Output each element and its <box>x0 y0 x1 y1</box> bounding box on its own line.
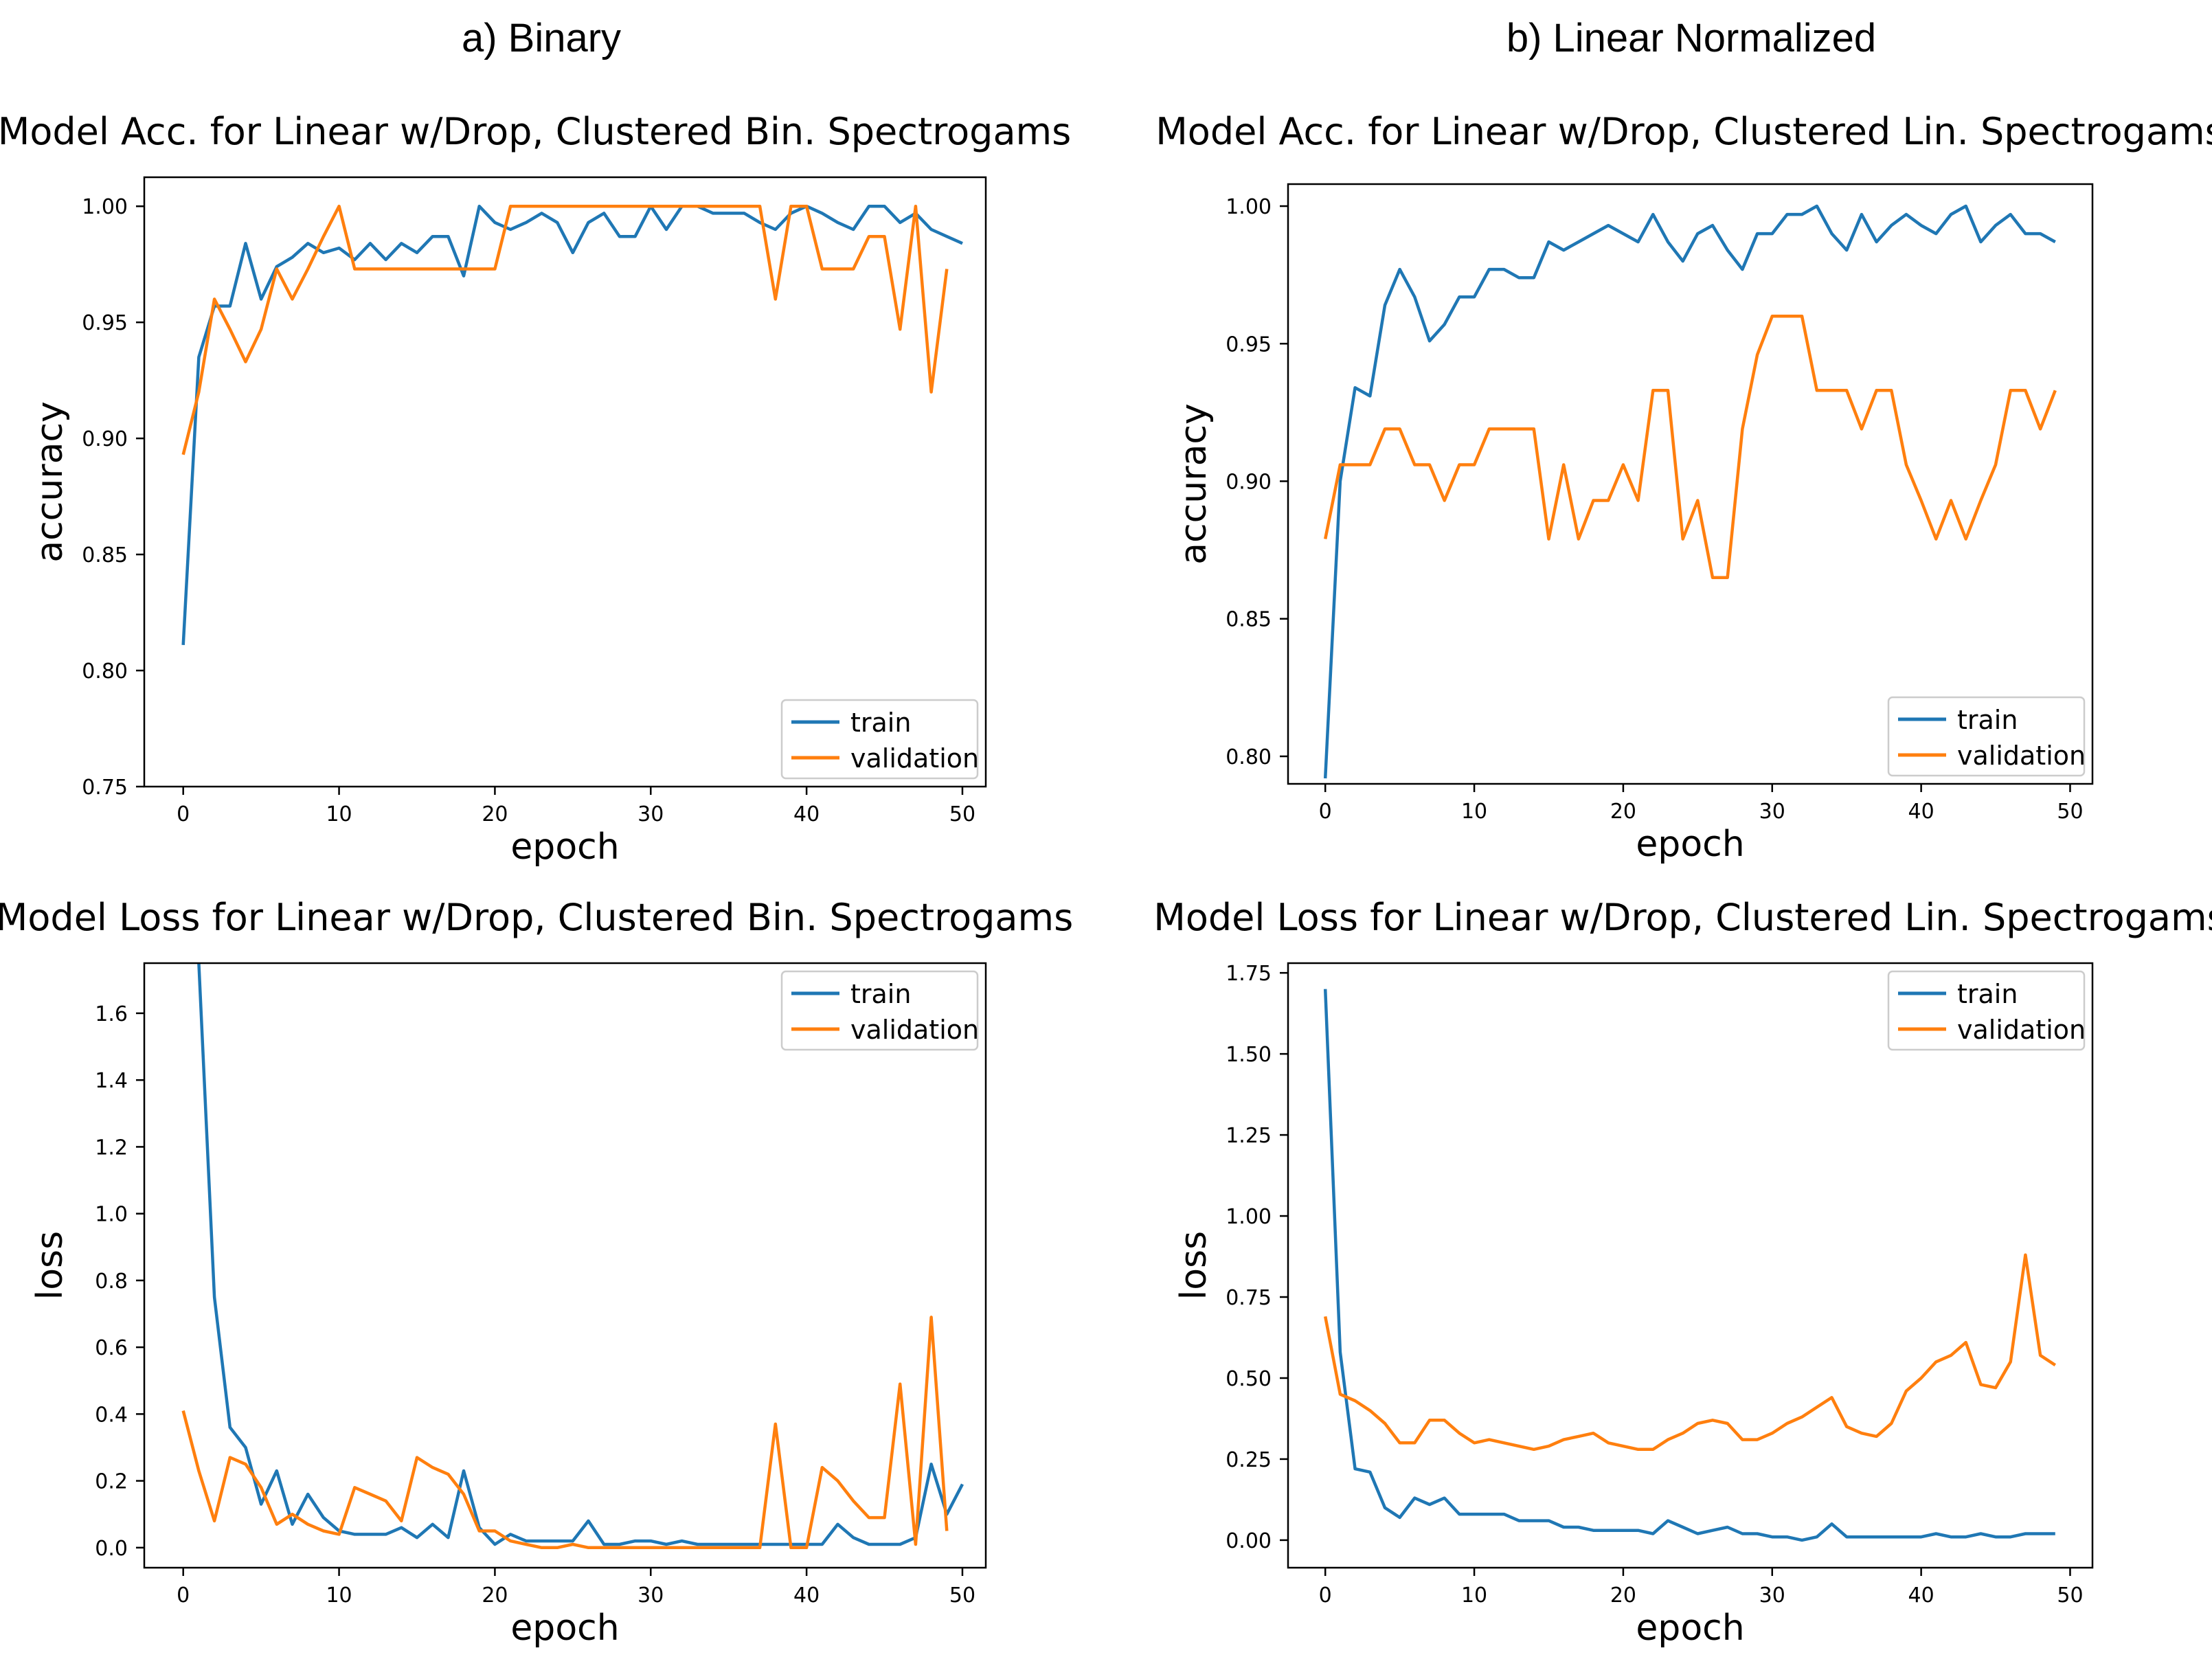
loss-lin-ytick-label: 1.25 <box>1226 1124 1272 1148</box>
loss-bin-ytick-label: 0.6 <box>95 1336 128 1360</box>
acc-lin-ytick-label: 1.00 <box>1226 195 1272 219</box>
acc-bin-series-train <box>181 204 963 646</box>
loss-bin-ytick-label: 1.2 <box>95 1136 128 1160</box>
loss-lin-ylabel: loss <box>1173 1231 1215 1300</box>
loss-lin-title: Model Loss for Linear w/Drop, Clustered … <box>1153 896 2212 939</box>
acc-lin-ytick-label: 0.80 <box>1226 745 1272 769</box>
acc-lin-ytick-label: 0.85 <box>1226 608 1272 632</box>
loss-lin-ytick-label: 1.50 <box>1226 1043 1272 1067</box>
acc-bin-legend-label-validation: validation <box>850 743 979 774</box>
loss-bin-xlabel: epoch <box>510 1608 619 1649</box>
loss-bin-legend-label-train: train <box>850 979 911 1009</box>
loss-bin-axes-frame <box>143 962 987 1569</box>
loss-bin-ytick-label: 0.4 <box>95 1403 128 1427</box>
acc-lin-series-validation <box>1323 314 2057 579</box>
acc-bin-ylabel: accuracy <box>30 401 71 563</box>
loss-lin-axes-frame <box>1287 962 2094 1569</box>
loss-bin-xtick-label: 30 <box>637 1583 664 1608</box>
acc-lin-xtick-label: 20 <box>1610 800 1636 824</box>
acc-bin-xtick-label: 50 <box>949 802 975 826</box>
loss-bin-ytick-label: 0.0 <box>95 1537 128 1561</box>
acc-lin-xtick-label: 30 <box>1759 800 1785 824</box>
acc-bin-ytick-label: 0.75 <box>82 776 128 800</box>
acc-bin-ytick-label: 0.90 <box>82 427 128 451</box>
loss-bin-ytick-label: 0.8 <box>95 1270 128 1294</box>
loss-lin-ytick-label: 1.75 <box>1226 962 1272 986</box>
column-label-linear-normalized: b) Linear Normalized <box>1506 16 1877 60</box>
loss-lin-xtick-label: 40 <box>1908 1583 1934 1608</box>
acc-lin-title: Model Acc. for Linear w/Drop, Clustered … <box>1155 110 2212 153</box>
loss-bin-series-train <box>197 962 964 1546</box>
acc-bin-xlabel: epoch <box>510 826 619 868</box>
acc-lin-ylabel: accuracy <box>1173 403 1215 565</box>
loss-bin-title: Model Loss for Linear w/Drop, Clustered … <box>0 896 1073 939</box>
acc-bin-series-validation <box>181 204 949 455</box>
acc-bin-xtick-label: 10 <box>326 802 352 826</box>
acc-lin-ytick-label: 0.90 <box>1226 470 1272 494</box>
loss-lin-xtick-label: 30 <box>1759 1583 1785 1608</box>
loss-lin-xtick-label: 0 <box>1319 1583 1332 1608</box>
loss-lin-ytick-label: 1.00 <box>1226 1205 1272 1229</box>
loss-lin-legend-label-validation: validation <box>1957 1015 2086 1045</box>
loss-bin-ylabel: loss <box>30 1231 71 1300</box>
loss-lin-xtick-label: 10 <box>1461 1583 1487 1608</box>
acc-lin-xtick-label: 10 <box>1461 800 1487 824</box>
loss-lin-legend-label-train: train <box>1957 979 2018 1009</box>
loss-bin-ytick-label: 1.4 <box>95 1069 128 1093</box>
acc-lin-ytick-label: 0.95 <box>1226 332 1272 357</box>
loss-lin-ytick-label: 0.50 <box>1226 1367 1272 1391</box>
loss-lin-xtick-label: 20 <box>1610 1583 1636 1608</box>
acc-bin-xtick-label: 30 <box>637 802 664 826</box>
acc-lin-xlabel: epoch <box>1636 824 1744 865</box>
acc-lin-xtick-label: 40 <box>1908 800 1934 824</box>
acc-lin-axes-frame <box>1287 183 2094 785</box>
loss-bin-xtick-label: 40 <box>793 1583 820 1608</box>
loss-bin-xtick-label: 10 <box>326 1583 352 1608</box>
acc-bin-xtick-label: 0 <box>177 802 190 826</box>
loss-bin-xtick-label: 50 <box>949 1583 975 1608</box>
loss-bin-legend-label-validation: validation <box>850 1015 979 1045</box>
loss-lin-series-train <box>1323 989 2055 1542</box>
loss-bin-series-validation <box>181 1316 949 1550</box>
acc-bin-xtick-label: 20 <box>482 802 508 826</box>
acc-bin-legend-label-train: train <box>850 708 911 738</box>
loss-bin-xtick-label: 20 <box>482 1583 508 1608</box>
acc-bin-ytick-label: 1.00 <box>82 195 128 219</box>
acc-bin-ytick-label: 0.85 <box>82 543 128 567</box>
loss-bin-ytick-label: 1.6 <box>95 1002 128 1026</box>
loss-lin-ytick-label: 0.75 <box>1226 1286 1272 1310</box>
loss-lin-xtick-label: 50 <box>2057 1583 2083 1608</box>
loss-lin-ytick-label: 0.00 <box>1226 1529 1272 1553</box>
loss-lin-xlabel: epoch <box>1636 1608 1744 1649</box>
loss-bin-xtick-label: 0 <box>177 1583 190 1608</box>
acc-lin-xtick-label: 0 <box>1319 800 1332 824</box>
loss-bin-ytick-label: 0.2 <box>95 1470 128 1494</box>
acc-bin-axes-frame <box>143 176 987 788</box>
loss-lin-series-validation <box>1323 1253 2057 1452</box>
acc-bin-ytick-label: 0.95 <box>82 311 128 335</box>
loss-bin-ytick-label: 1.0 <box>95 1203 128 1227</box>
acc-bin-xtick-label: 40 <box>793 802 820 826</box>
column-label-binary: a) Binary <box>461 16 622 60</box>
acc-lin-series-train <box>1323 204 2056 779</box>
acc-lin-xtick-label: 50 <box>2057 800 2083 824</box>
loss-lin-ytick-label: 0.25 <box>1226 1448 1272 1472</box>
acc-bin-title: Model Acc. for Linear w/Drop, Clustered … <box>0 110 1071 153</box>
acc-lin-legend-label-train: train <box>1957 705 2018 735</box>
acc-lin-legend-label-validation: validation <box>1957 741 2086 771</box>
acc-bin-ytick-label: 0.80 <box>82 660 128 684</box>
